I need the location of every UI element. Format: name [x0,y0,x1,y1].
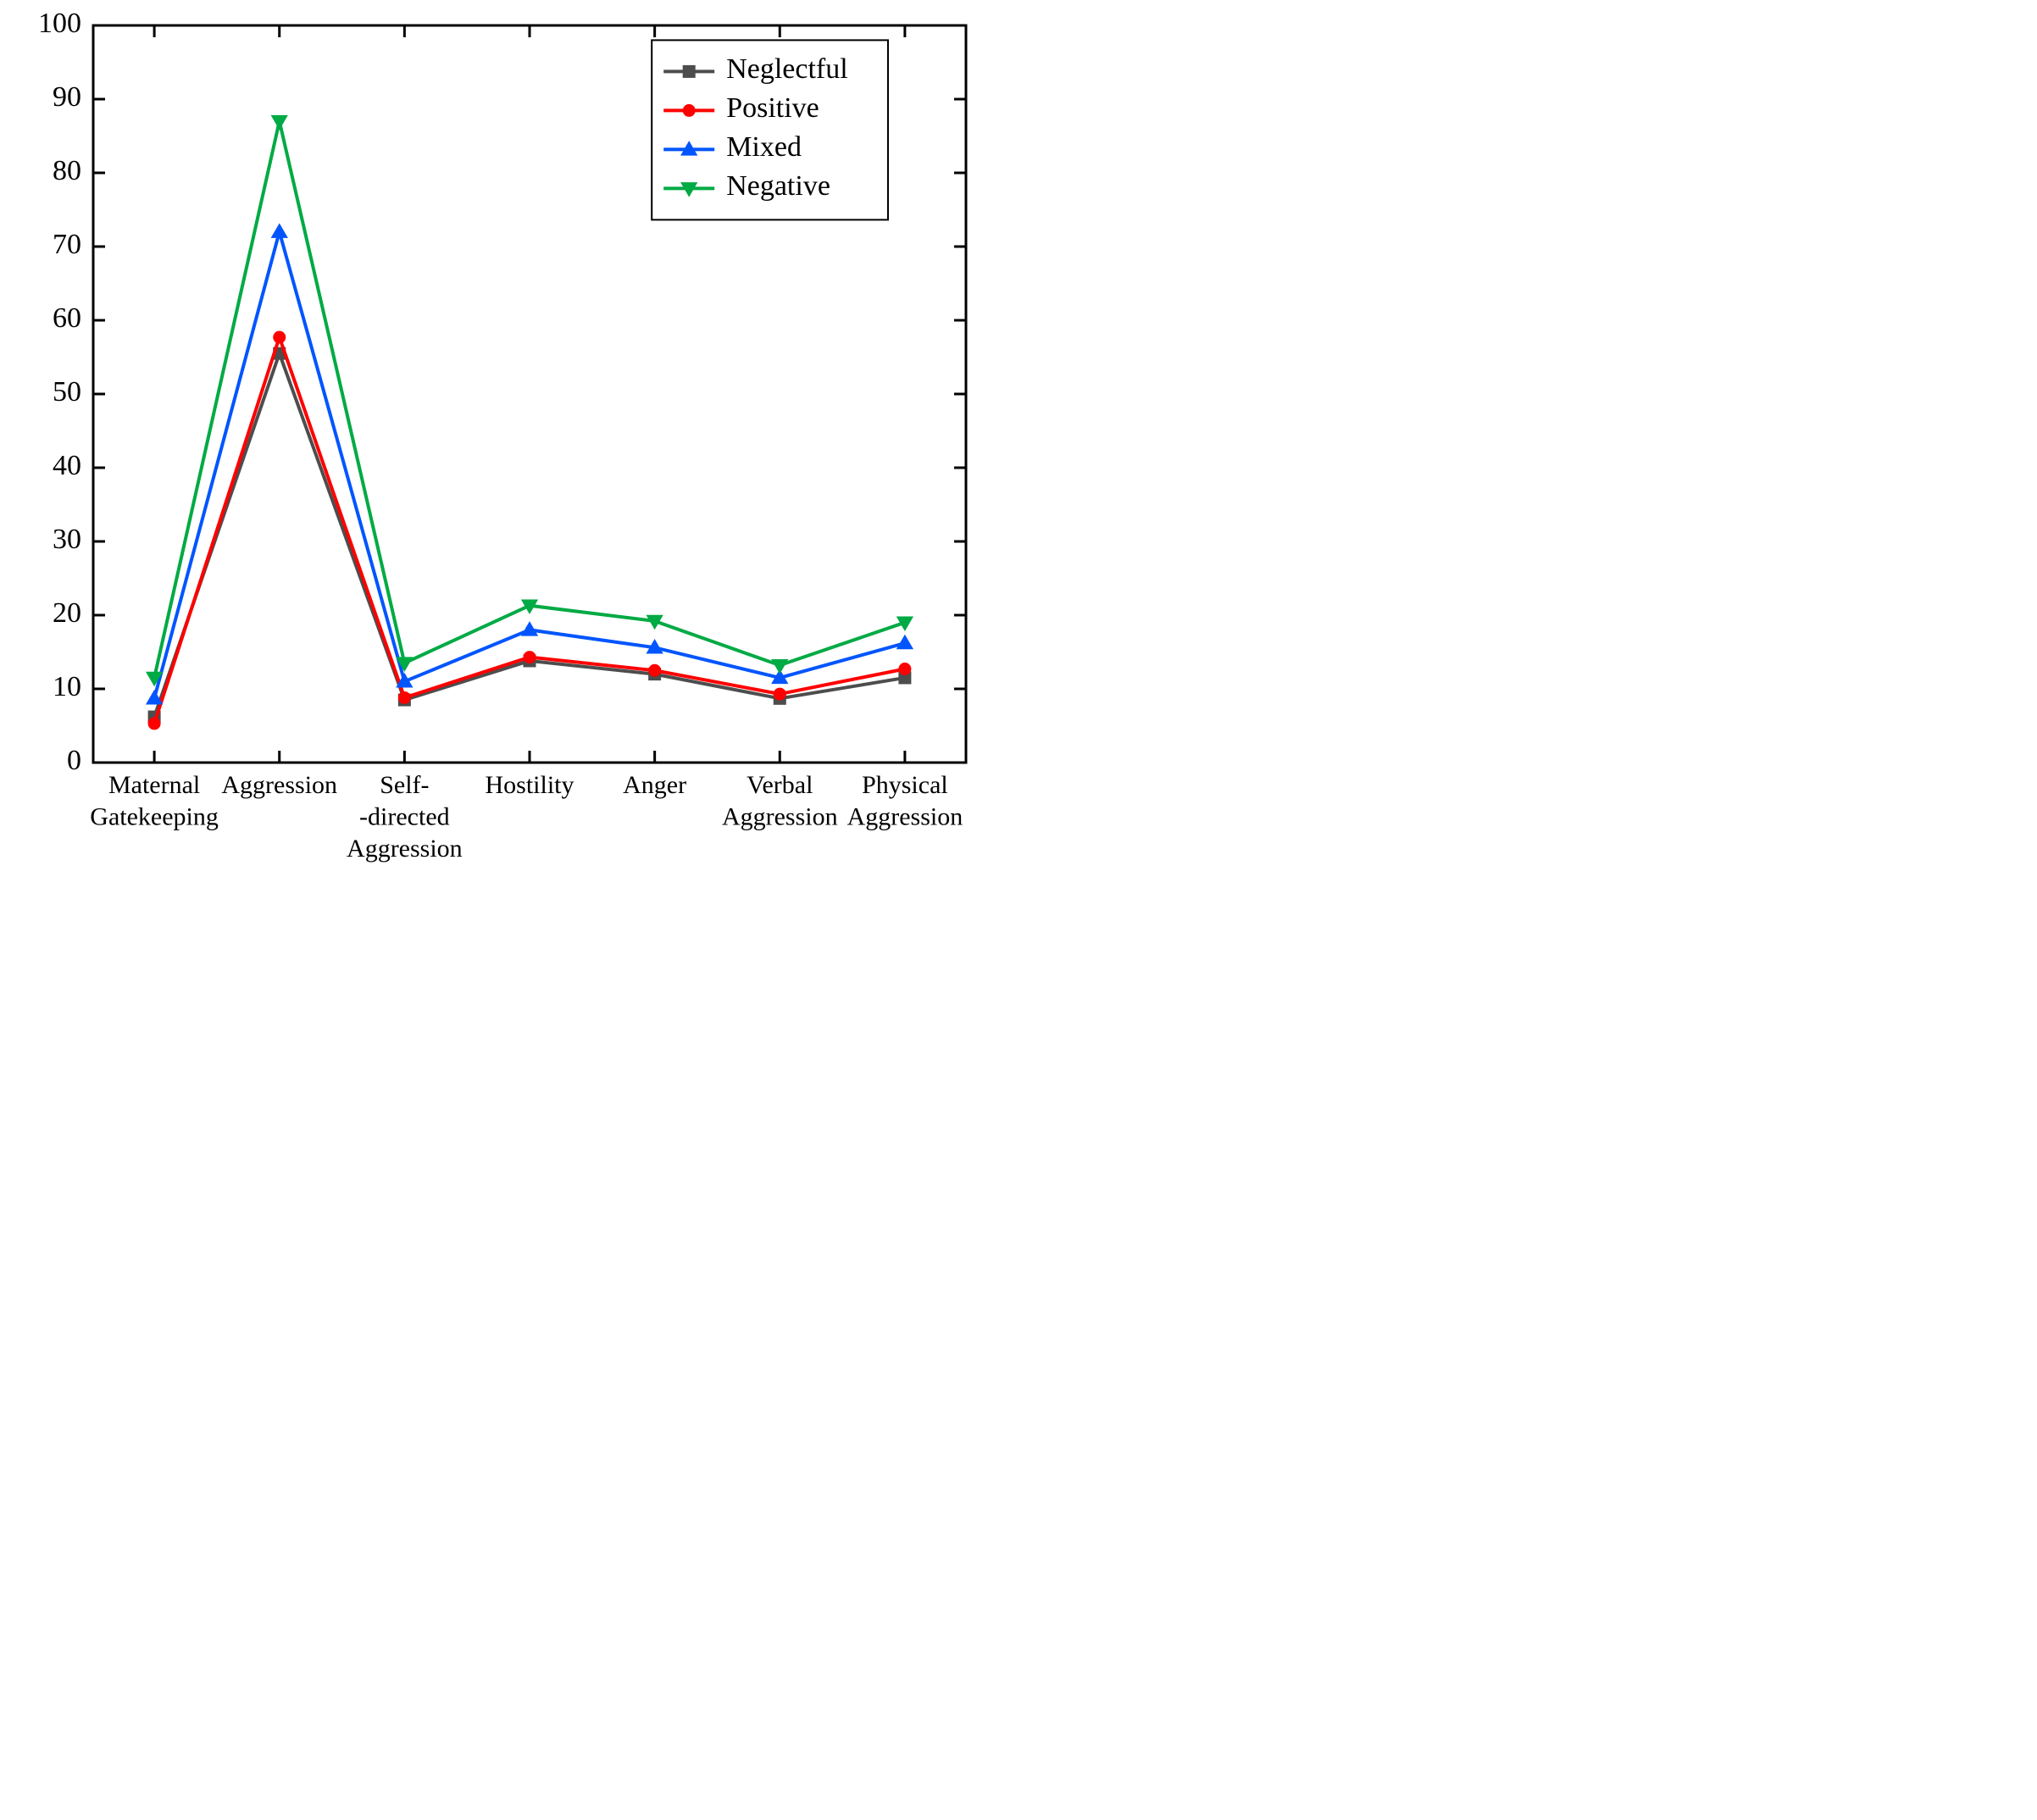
x-tick-label: Hostility [485,771,574,799]
legend-label: Negative [726,170,830,202]
legend: Neglectful Positive Mixed Negative [652,40,888,219]
y-tick-label: 0 [67,745,81,776]
x-tick-label: Aggression [221,771,337,799]
legend-label: Neglectful [726,53,848,85]
y-tick-label: 100 [38,8,81,39]
y-tick-label: 70 [53,229,81,260]
y-tick-label: 10 [53,671,81,702]
legend-label: Mixed [726,131,802,163]
y-tick-label: 60 [53,302,81,334]
line-chart: 0102030405060708090100MaternalGatekeepin… [0,0,1018,910]
y-tick-label: 20 [53,597,81,629]
x-tick-label: Anger [623,771,686,799]
legend-label: Positive [726,92,819,124]
y-tick-label: 40 [53,450,81,481]
y-tick-label: 30 [53,524,81,555]
y-tick-label: 80 [53,155,81,186]
y-tick-label: 90 [53,81,81,113]
y-tick-label: 50 [53,376,81,408]
chart-svg: 0102030405060708090100MaternalGatekeepin… [0,0,1018,910]
